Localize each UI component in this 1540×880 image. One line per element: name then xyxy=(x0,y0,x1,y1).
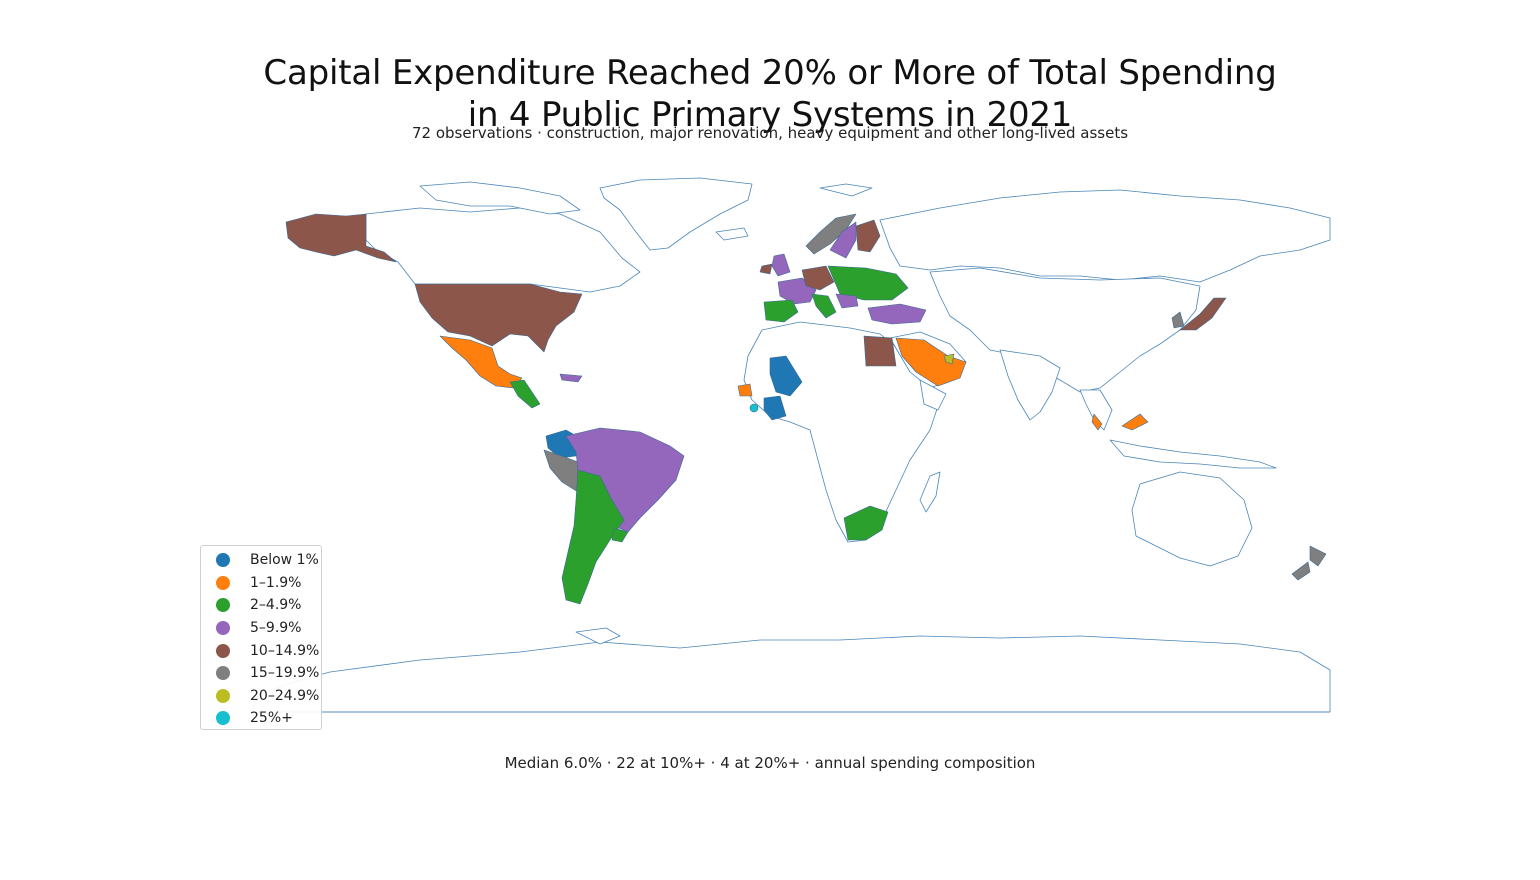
landmass-iceland xyxy=(715,227,749,241)
background-land xyxy=(249,177,1331,713)
legend-item: 1–1.9% xyxy=(201,572,321,595)
legend-item: Below 1% xyxy=(201,549,321,572)
country-west-africa-small xyxy=(749,403,759,413)
landmass-canada xyxy=(365,207,641,293)
country-japan xyxy=(1179,297,1227,331)
country-alaska xyxy=(285,213,397,263)
legend-label: 10–14.9% xyxy=(250,642,320,659)
country-senegal xyxy=(737,383,753,397)
country-balkans xyxy=(835,293,859,309)
country-malaysia-borneo xyxy=(1121,413,1149,431)
legend-swatch xyxy=(216,688,230,703)
chart-title: Capital Expenditure Reached 20% or More … xyxy=(0,52,1540,136)
country-finland xyxy=(855,219,881,253)
country-germany xyxy=(801,265,835,291)
country-fills xyxy=(285,213,1327,605)
legend-label: 20–24.9% xyxy=(250,687,320,704)
legend-swatch xyxy=(216,575,230,590)
chart-title-line-1: Capital Expenditure Reached 20% or More … xyxy=(263,53,1277,93)
legend-swatch xyxy=(216,621,230,636)
country-united-kingdom xyxy=(771,253,791,277)
legend-label: 5–9.9% xyxy=(250,620,302,637)
legend-item: 2–4.9% xyxy=(201,594,321,617)
landmass-svalbard xyxy=(819,183,873,197)
country-south-africa xyxy=(843,505,889,541)
legend: Below 1% 1–1.9% 2–4.9% 5–9.9% 10–14.9% 1… xyxy=(200,545,322,730)
landmass-east-africa-coast xyxy=(919,379,947,411)
legend-label: Below 1% xyxy=(250,552,319,569)
country-korea xyxy=(1171,311,1185,329)
legend-swatch xyxy=(216,553,230,568)
landmass-indonesia xyxy=(1109,439,1277,469)
landmass-india xyxy=(999,349,1061,421)
country-sweden xyxy=(829,221,857,259)
legend-item: 15–19.9% xyxy=(201,662,321,685)
landmass-australia xyxy=(1131,471,1253,567)
landmass-asia xyxy=(929,267,1201,393)
country-mali xyxy=(769,355,803,397)
chart-title-line-2: in 4 Public Primary Systems in 2021 xyxy=(467,95,1073,135)
country-gulf-state xyxy=(943,353,955,365)
country-new-zealand-south xyxy=(1291,561,1311,581)
legend-swatch xyxy=(216,711,230,726)
country-new-zealand xyxy=(1309,545,1327,567)
country-mexico xyxy=(439,335,523,389)
country-italy xyxy=(811,293,837,319)
country-central-america xyxy=(509,379,541,409)
legend-swatch xyxy=(216,666,230,681)
country-ireland xyxy=(759,263,773,275)
landmass-madagascar xyxy=(919,471,941,513)
country-spain xyxy=(763,299,799,323)
landmass-se-asia xyxy=(1079,389,1113,431)
landmass-antarctic-peninsula xyxy=(575,627,621,645)
legend-swatch xyxy=(216,643,230,658)
legend-label: 1–1.9% xyxy=(250,574,302,591)
legend-item: 10–14.9% xyxy=(201,639,321,662)
legend-item: 20–24.9% xyxy=(201,685,321,708)
chart-footer: Median 6.0% · 22 at 10%+ · 4 at 20%+ · a… xyxy=(504,754,1036,772)
legend-swatch xyxy=(216,598,230,613)
country-malaysia xyxy=(1091,413,1103,431)
country-saudi-arabia xyxy=(895,337,967,387)
landmass-russia xyxy=(879,189,1331,283)
legend-item: 25%+ xyxy=(201,707,321,730)
landmass-greenland xyxy=(599,177,753,251)
country-argentina xyxy=(561,469,625,605)
legend-label: 15–19.9% xyxy=(250,665,320,682)
legend-label: 25%+ xyxy=(250,710,293,727)
country-egypt xyxy=(863,335,897,367)
country-united-states xyxy=(414,283,583,353)
country-uruguay xyxy=(611,527,629,543)
landmass-antarctica xyxy=(249,635,1331,713)
legend-label: 2–4.9% xyxy=(250,597,302,614)
landmass-arctic-islands xyxy=(419,181,581,215)
country-turkey xyxy=(867,303,927,325)
country-caribbean xyxy=(559,373,583,383)
country-norway xyxy=(805,213,857,255)
country-west-africa xyxy=(763,395,787,421)
legend-item: 5–9.9% xyxy=(201,617,321,640)
chart-subtitle: 72 observations · construction, major re… xyxy=(411,124,1129,142)
